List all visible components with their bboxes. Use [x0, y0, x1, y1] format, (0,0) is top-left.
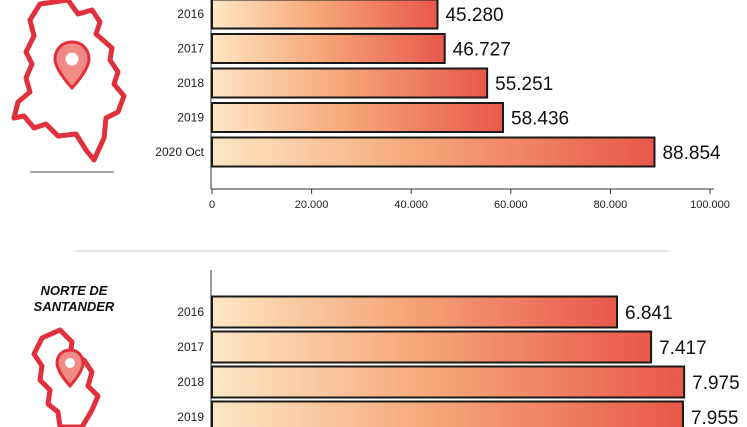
chart1-category-label: 2017	[177, 42, 204, 56]
chart2-category-label: 2016	[177, 305, 204, 319]
chart1-x-tick-label: 40.000	[394, 199, 428, 211]
chart1-bar	[211, 33, 446, 64]
chart2-value-label: 7.975	[692, 373, 740, 394]
chart1-value-label: 58.436	[511, 109, 569, 130]
location-pin-icon	[53, 40, 91, 91]
chart2-category-label: 2017	[177, 340, 204, 354]
chart1-value-label: 46.727	[453, 40, 511, 61]
chart1-value-label: 55.251	[495, 74, 553, 95]
chart2-bar	[211, 365, 686, 399]
chart1-x-tick-label: 100.000	[690, 199, 730, 211]
chart1-category-label: 2016	[177, 7, 204, 21]
chart1-bar	[211, 0, 439, 30]
chart1-category-label: 2019	[177, 111, 204, 125]
chart2-category-label: 2018	[177, 375, 204, 389]
chart1-category-label: 2020 Oct	[155, 145, 204, 159]
chart1-bar	[211, 102, 505, 133]
colombia-map-icon	[11, 0, 127, 163]
chart1-x-tick-label: 80.000	[594, 199, 628, 211]
chart1-category-label: 2018	[177, 76, 204, 90]
chart1-x-tick-label: 20.000	[295, 199, 329, 211]
chart1-x-tick-label: 0	[209, 199, 215, 211]
chart2-bar	[211, 295, 618, 329]
chart2-bar	[211, 330, 653, 364]
chart1-value-label: 45.280	[445, 5, 503, 26]
chart1-value-label: 88.854	[662, 143, 721, 164]
chart2-bar	[211, 400, 684, 427]
chart2-value-label: 7.955	[691, 408, 739, 427]
region-title-norte-de-santander: NORTE DE SANTANDER	[33, 283, 115, 314]
location-pin-icon	[55, 348, 85, 389]
chart2-value-label: 7.417	[659, 338, 707, 359]
chart1-bar	[211, 136, 656, 168]
chart2-value-label: 6.841	[625, 303, 673, 324]
chart2-category-label: 2019	[177, 410, 204, 424]
chart1-bar	[211, 67, 489, 99]
chart1-x-tick-label: 60.000	[494, 199, 528, 211]
